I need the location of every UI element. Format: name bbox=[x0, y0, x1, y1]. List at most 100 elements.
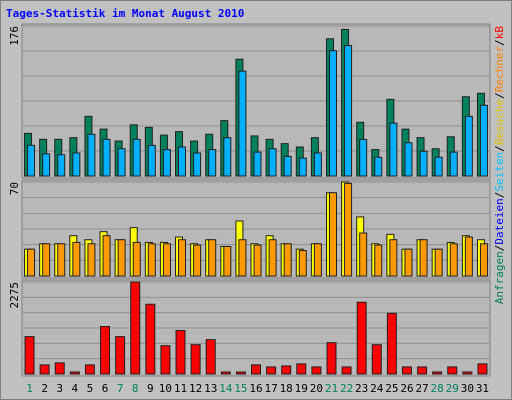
bar bbox=[268, 148, 277, 177]
x-tick-label: 18 bbox=[280, 382, 293, 395]
bar bbox=[220, 371, 231, 375]
bar bbox=[432, 371, 443, 375]
bar bbox=[283, 243, 292, 277]
bar bbox=[434, 248, 443, 277]
x-tick-label: 12 bbox=[189, 382, 202, 395]
bar bbox=[389, 239, 398, 277]
bar bbox=[281, 365, 292, 375]
legend-item: Seiten bbox=[493, 152, 506, 192]
bar bbox=[356, 301, 367, 375]
x-tick-label: 2 bbox=[41, 382, 48, 395]
bar bbox=[479, 104, 488, 177]
legend-item: / bbox=[493, 39, 506, 46]
bar bbox=[87, 243, 96, 277]
legend-item: Anfragen bbox=[493, 251, 506, 304]
bar bbox=[341, 366, 352, 375]
x-tick-label: 26 bbox=[400, 382, 413, 395]
bar bbox=[313, 152, 322, 177]
bar bbox=[374, 244, 383, 277]
legend-item: kB bbox=[493, 26, 506, 40]
bar bbox=[27, 248, 36, 277]
bar bbox=[251, 364, 261, 375]
bar bbox=[102, 138, 111, 177]
bar bbox=[160, 345, 171, 375]
bar bbox=[298, 249, 307, 277]
x-tick-label: 8 bbox=[132, 382, 139, 395]
x-tick-label: 23 bbox=[355, 382, 368, 395]
bar bbox=[434, 156, 443, 177]
bar bbox=[449, 151, 458, 177]
bar bbox=[419, 150, 428, 177]
x-tick-label: 4 bbox=[72, 382, 79, 395]
bar bbox=[404, 142, 413, 177]
legend-item: Rechner bbox=[493, 45, 506, 92]
bar bbox=[130, 281, 141, 375]
x-tick-label: 10 bbox=[159, 382, 172, 395]
bar bbox=[132, 138, 141, 177]
bar bbox=[39, 364, 50, 375]
legend-item: Besuche bbox=[493, 99, 506, 145]
bar bbox=[371, 344, 382, 375]
bar bbox=[235, 371, 246, 375]
bar bbox=[374, 156, 383, 177]
bar bbox=[87, 133, 96, 177]
bar bbox=[359, 232, 368, 277]
x-tick-label: 28 bbox=[431, 382, 444, 395]
bar bbox=[253, 151, 262, 177]
bar bbox=[27, 144, 36, 177]
bar bbox=[147, 144, 156, 177]
legend-item: / bbox=[493, 192, 506, 199]
bar bbox=[389, 122, 398, 177]
bar bbox=[238, 70, 247, 177]
bar bbox=[479, 243, 488, 277]
bar bbox=[102, 235, 111, 277]
bar bbox=[268, 239, 277, 277]
bar bbox=[311, 366, 322, 375]
bar bbox=[223, 137, 232, 177]
x-tick-label: 9 bbox=[147, 382, 154, 395]
bar bbox=[208, 239, 217, 277]
bar bbox=[190, 344, 201, 375]
bar bbox=[328, 50, 337, 177]
bar bbox=[326, 342, 337, 375]
x-tick-label: 1 bbox=[26, 382, 33, 395]
x-tick-label: 5 bbox=[87, 382, 94, 395]
bar bbox=[162, 243, 171, 277]
bar bbox=[328, 192, 337, 277]
bar bbox=[57, 243, 66, 277]
bar bbox=[84, 364, 95, 375]
bar bbox=[69, 371, 80, 375]
legend-item: Dateien bbox=[493, 198, 506, 244]
bar bbox=[283, 155, 292, 177]
x-tick-label: 19 bbox=[295, 382, 308, 395]
bar bbox=[54, 362, 65, 375]
x-tick-label: 27 bbox=[415, 382, 428, 395]
bar bbox=[132, 241, 141, 277]
x-tick-label: 6 bbox=[102, 382, 109, 395]
x-tick-label: 25 bbox=[385, 382, 398, 395]
bar bbox=[404, 248, 413, 277]
x-tick-label: 7 bbox=[117, 382, 124, 395]
bar bbox=[24, 336, 35, 375]
bar bbox=[72, 241, 81, 277]
x-tick-label: 13 bbox=[204, 382, 217, 395]
x-tick-label: 14 bbox=[219, 382, 233, 395]
x-tick-label: 24 bbox=[370, 382, 384, 395]
legend-item: / bbox=[493, 245, 506, 252]
legend: Anfragen/Dateien/Seiten/Besuche/Rechner/… bbox=[493, 26, 506, 305]
x-tick-label: 29 bbox=[446, 382, 459, 395]
bar bbox=[313, 243, 322, 277]
bar bbox=[462, 371, 473, 375]
bar bbox=[178, 146, 187, 177]
bar bbox=[147, 243, 156, 277]
bar bbox=[238, 239, 247, 277]
bar bbox=[42, 243, 51, 277]
bar bbox=[223, 245, 232, 277]
bar bbox=[296, 363, 307, 375]
bar bbox=[447, 366, 458, 375]
bar bbox=[253, 244, 262, 277]
bar bbox=[386, 312, 397, 375]
bar bbox=[115, 336, 126, 375]
bar bbox=[193, 152, 202, 177]
